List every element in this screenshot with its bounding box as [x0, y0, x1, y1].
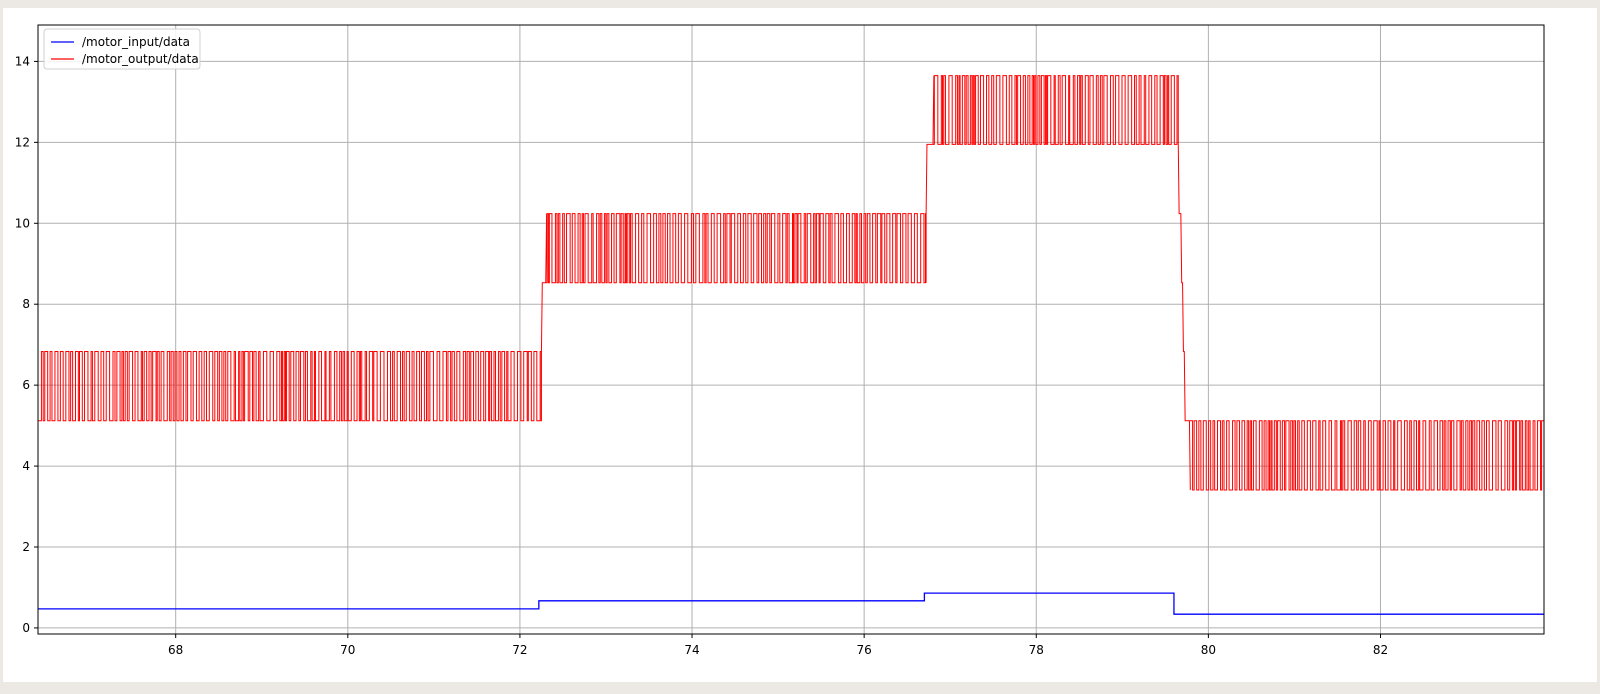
x-tick-label: 76 — [857, 643, 872, 657]
y-tick-label: 12 — [15, 135, 30, 149]
series-layer — [38, 75, 1544, 615]
x-tick-label: 70 — [340, 643, 355, 657]
plot-window: 68 70 72 74 76 78 80 82 0 2 4 6 8 10 12 14 /motor_input… — [3, 8, 1597, 682]
series-line-motor-output — [38, 75, 1544, 491]
grid — [38, 25, 1544, 634]
y-tick-label: 0 — [22, 621, 30, 635]
legend-box — [43, 28, 201, 70]
x-tick-label: 78 — [1029, 643, 1044, 657]
x-tick-label: 68 — [168, 643, 183, 657]
y-tick-label: 2 — [22, 540, 30, 554]
y-tick-label: 14 — [15, 54, 30, 68]
x-tick-label: 74 — [684, 643, 699, 657]
x-tick-label: 82 — [1373, 643, 1388, 657]
series-clip-group — [38, 75, 1544, 615]
y-tick-label: 10 — [15, 216, 30, 230]
legend: /motor_input/data/motor_output/data — [43, 28, 201, 70]
x-tick-label: 72 — [512, 643, 527, 657]
plot-frame — [37, 24, 1545, 635]
y-tick-label: 4 — [22, 459, 30, 473]
y-tick-label: 6 — [22, 378, 30, 392]
legend-label: /motor_output/data — [82, 52, 199, 66]
legend-label: /motor_input/data — [82, 35, 190, 49]
x-tick-label: 80 — [1201, 643, 1216, 657]
y-tick-label: 8 — [22, 297, 30, 311]
series-line-motor-input — [38, 592, 1544, 615]
